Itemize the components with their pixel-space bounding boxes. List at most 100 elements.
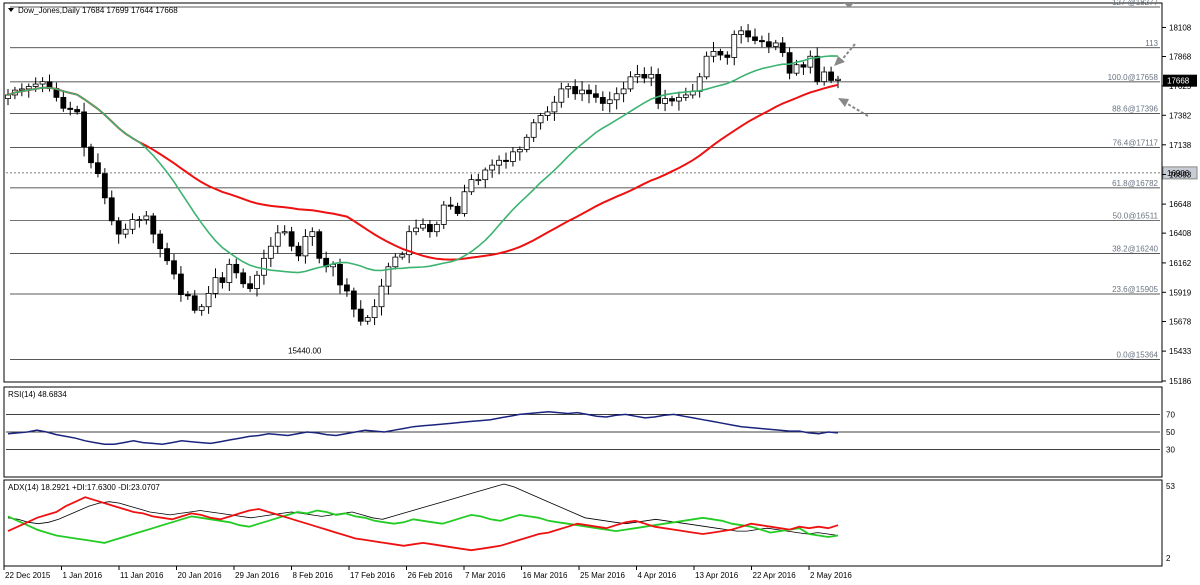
candle-body <box>586 89 592 95</box>
candle-body <box>378 285 385 308</box>
rsi-label: RSI(14) 48.6834 <box>8 390 67 399</box>
candle-body <box>641 73 648 79</box>
candle-body <box>39 81 46 85</box>
candle-body <box>710 51 717 57</box>
fib-level-label: 38.2@16240 <box>1112 244 1158 253</box>
candle-body <box>516 149 523 153</box>
candle-body <box>482 169 489 181</box>
adx-panel: ADX(14) 18.2921 +DI:17.6300 -DI:23.0707 5… <box>7 482 1175 563</box>
candle-body <box>108 197 115 222</box>
candle-body <box>655 73 662 104</box>
candle-body <box>731 34 738 58</box>
candle-body <box>814 55 821 83</box>
price-tick-label: 17868 <box>1169 52 1192 61</box>
candle-body <box>184 294 191 297</box>
candle-body <box>191 295 198 311</box>
moving-average-slow-line <box>7 83 839 261</box>
candle-body <box>198 306 205 311</box>
candle-body <box>565 86 572 90</box>
fib-level-label: 0.0@15364 <box>1117 350 1159 359</box>
rsi-level-label: 70 <box>1166 410 1175 419</box>
candle-body <box>523 136 530 150</box>
price-axis: 1810817868176251738217138168931664816408… <box>1162 23 1192 386</box>
candle-body <box>620 88 627 95</box>
candle-body <box>454 205 461 214</box>
fib-level-label: 88.6@17396 <box>1112 105 1158 114</box>
time-tick-label: 20 Jan 2016 <box>178 571 223 580</box>
candle-body <box>669 98 675 102</box>
candle-body <box>475 179 482 182</box>
candle-body <box>337 263 343 286</box>
time-tick-label: 2 May 2016 <box>810 571 852 580</box>
price-tick-label: 17138 <box>1169 141 1192 150</box>
plus-di-line <box>7 509 839 544</box>
candle-body <box>627 76 634 90</box>
candle-body <box>772 42 779 47</box>
candle-body <box>32 83 39 87</box>
arrow-head-upper-icon <box>834 56 845 66</box>
candle-body <box>67 107 74 110</box>
moving-averages <box>7 55 839 274</box>
candle-body <box>440 204 447 225</box>
time-tick-label: 11 Jan 2016 <box>120 571 164 580</box>
fib-level-label: 23.6@15905 <box>1112 285 1158 294</box>
candle-body <box>634 73 641 78</box>
candle-body <box>288 231 295 247</box>
fib-level-label: 127 @18277 <box>1112 0 1158 7</box>
candle-body <box>572 86 579 95</box>
price-tick-label: 15433 <box>1169 347 1192 356</box>
chart-header: Dow_Jones,Daily 17684 17699 17644 17668 <box>18 6 178 15</box>
candle-body <box>392 256 399 268</box>
adx-panel-frame <box>3 479 1163 567</box>
time-tick-label: 26 Feb 2016 <box>408 571 453 580</box>
candle-body <box>18 88 25 91</box>
adx-line <box>7 483 839 536</box>
candle-body <box>807 55 814 68</box>
candle-body <box>101 173 108 199</box>
candle-body <box>461 191 468 214</box>
candle-body <box>129 219 136 230</box>
time-axis: 22 Dec 2015 1 Jan 2016 11 Jan 2016 20 Jan 2… <box>3 566 852 580</box>
candle-body <box>267 245 274 259</box>
price-tick-label: 16893 <box>1169 170 1192 179</box>
candle-body <box>385 266 392 287</box>
minus-di-line <box>7 496 839 552</box>
annotations: 15440.00 17668 <box>288 3 1197 355</box>
candle-body <box>178 273 184 296</box>
price-tick-label: 15678 <box>1169 317 1192 326</box>
candle-body <box>344 284 350 292</box>
candle-body <box>25 86 32 90</box>
candle-body <box>703 55 710 78</box>
candle-body <box>261 257 267 276</box>
candle-body <box>765 41 772 47</box>
candle-body <box>219 277 226 283</box>
candle-body <box>254 274 260 289</box>
fib-level-label: 113 <box>1145 39 1158 48</box>
candle-body <box>427 224 433 233</box>
dropdown-triangle-icon[interactable] <box>8 8 14 12</box>
candle-body <box>316 231 323 259</box>
fibonacci-levels: 127 @18277 113 100.0@17658 88.6@17396 76.4@1… <box>6 0 1198 360</box>
price-tick-label: 15186 <box>1169 377 1192 386</box>
candle-body <box>613 93 620 101</box>
candle-body <box>364 317 371 322</box>
candle-body <box>544 111 551 116</box>
candle-body <box>606 99 613 104</box>
time-tick-label: 1 Jan 2016 <box>63 571 103 580</box>
candle-body <box>164 248 170 262</box>
arrow-shaft-upper <box>839 43 856 63</box>
candle-body <box>136 219 143 221</box>
price-tick-label: 15919 <box>1169 288 1192 297</box>
candle-body <box>468 179 475 193</box>
fib-level-label: 50.0@16511 <box>1113 212 1159 221</box>
fib-level-label: 61.8@16782 <box>1112 179 1158 188</box>
adx-scale-top: 53 <box>1166 482 1175 491</box>
candle-body <box>510 151 516 162</box>
adx-scale-bottom: 2 <box>1166 554 1171 563</box>
candle-body <box>371 306 378 318</box>
candle-body <box>212 277 219 294</box>
candle-body <box>399 254 406 258</box>
candle-body <box>357 308 364 322</box>
candle-body <box>150 215 157 235</box>
candle-body <box>88 146 94 164</box>
